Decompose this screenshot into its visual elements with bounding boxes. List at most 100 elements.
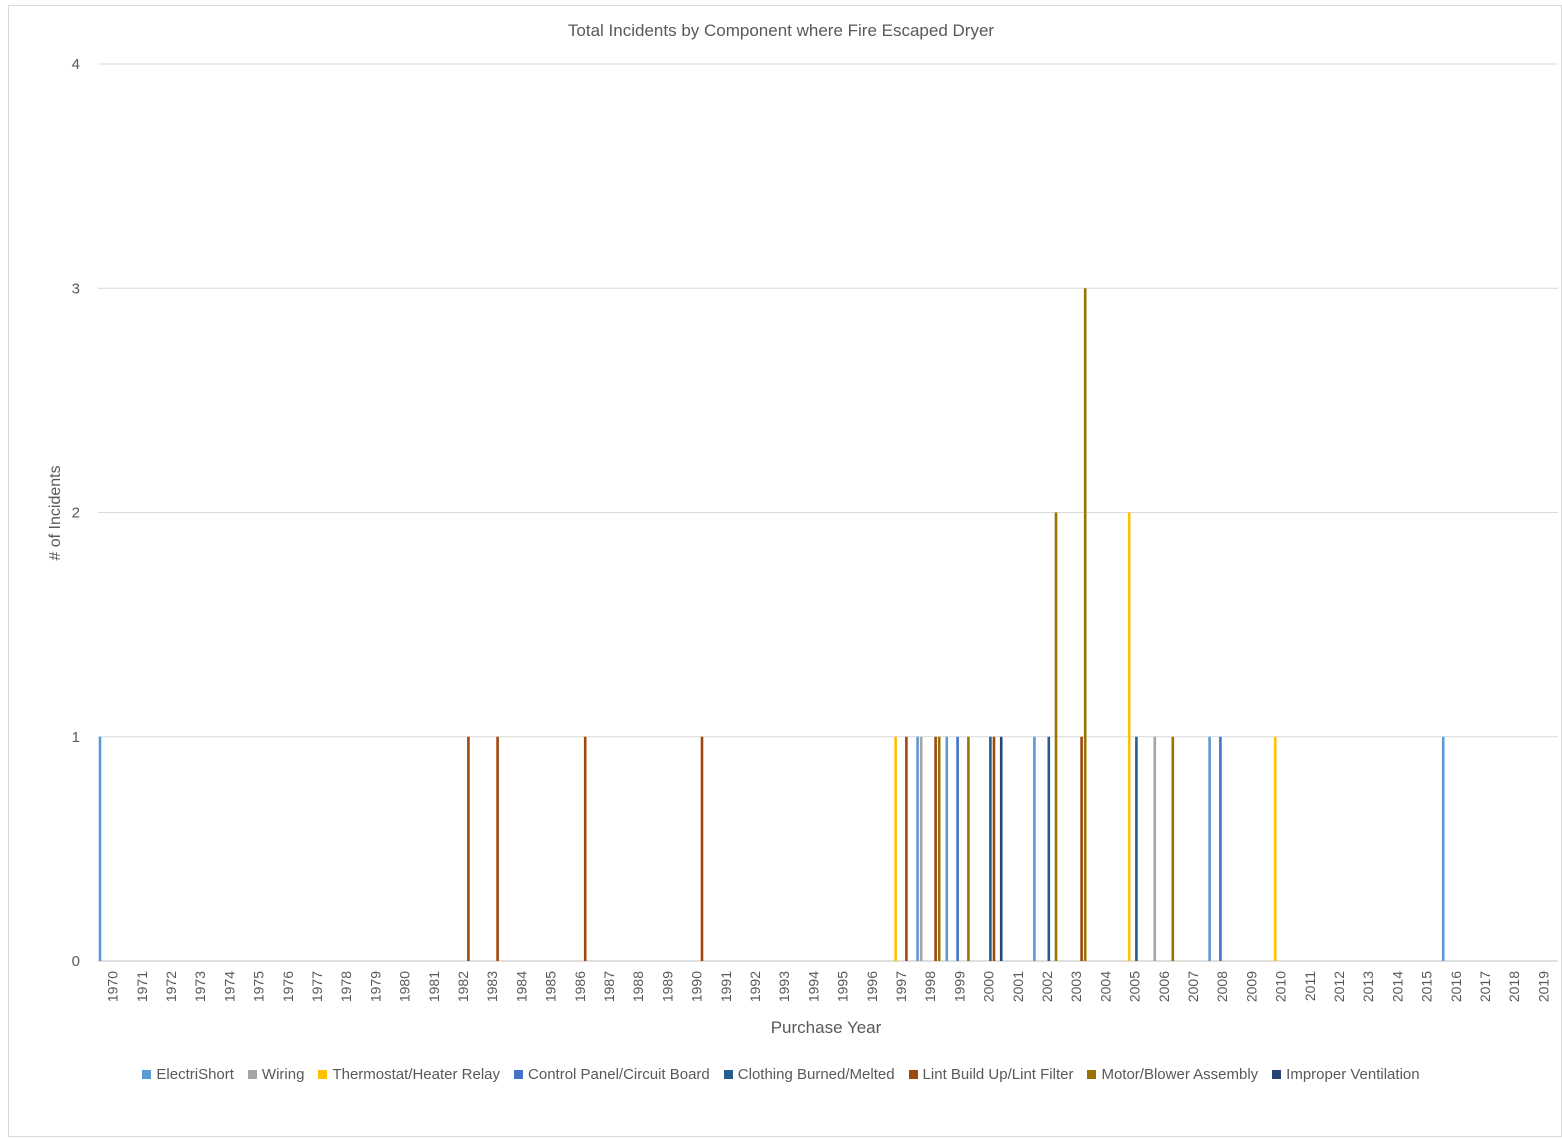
x-tick-label: 2019 — [1535, 971, 1551, 1002]
x-tick-label: 1976 — [280, 971, 296, 1002]
bar — [1033, 736, 1036, 961]
bar — [1219, 736, 1222, 961]
x-tick-label: 1983 — [484, 971, 500, 1002]
bar — [1135, 736, 1138, 961]
x-tick-label: 1973 — [192, 971, 208, 1002]
legend-label: Lint Build Up/Lint Filter — [922, 1066, 1074, 1083]
legend-item: ElectriShort — [142, 1066, 234, 1083]
y-tick-label: 1 — [72, 729, 80, 746]
bar — [467, 736, 470, 961]
chart-frame — [8, 5, 1562, 1137]
x-tick-label: 2006 — [1156, 971, 1172, 1002]
x-tick-label: 1988 — [630, 971, 646, 1002]
x-tick-label: 2007 — [1185, 971, 1201, 1002]
bar — [1080, 736, 1083, 961]
y-tick-label: 4 — [72, 56, 80, 73]
legend-swatch — [318, 1070, 328, 1079]
x-tick-label: 1995 — [835, 971, 851, 1002]
legend-swatch — [723, 1070, 733, 1079]
x-tick-label: 1977 — [309, 971, 325, 1002]
legend-swatch — [1087, 1070, 1097, 1079]
x-tick-label: 2005 — [1127, 971, 1143, 1002]
x-tick-label: 2014 — [1389, 971, 1405, 1002]
bar — [999, 736, 1003, 961]
x-tick-label: 2016 — [1448, 971, 1464, 1002]
legend-swatch — [142, 1070, 152, 1079]
legend-item: Wiring — [247, 1066, 305, 1083]
x-tick-label: 2012 — [1331, 971, 1347, 1002]
x-tick-label: 1984 — [513, 971, 529, 1002]
bar — [967, 736, 970, 961]
legend-label: ElectriShort — [156, 1066, 234, 1083]
bar — [496, 736, 499, 961]
bar — [700, 736, 704, 961]
x-tick-label: 2004 — [1097, 971, 1113, 1002]
x-tick-label: 1972 — [163, 971, 179, 1002]
bar — [934, 736, 937, 961]
x-tick-label: 1996 — [864, 971, 880, 1002]
x-tick-label: 2002 — [1039, 971, 1055, 1002]
legend-item: Lint Build Up/Lint Filter — [908, 1066, 1074, 1083]
legend-label: Thermostat/Heater Relay — [332, 1066, 501, 1083]
legend-swatch — [514, 1070, 524, 1079]
legend-swatch — [247, 1070, 257, 1079]
x-tick-label: 2015 — [1419, 971, 1435, 1002]
y-tick-label: 2 — [72, 505, 80, 522]
x-tick-label: 1999 — [951, 971, 967, 1002]
x-tick-label: 1978 — [338, 971, 354, 1002]
legend-label: Clothing Burned/Melted — [737, 1066, 895, 1083]
bar — [919, 736, 923, 961]
x-tick-label: 1981 — [426, 971, 442, 1002]
x-tick-label: 2008 — [1214, 971, 1230, 1002]
legend-swatch — [1272, 1070, 1282, 1079]
bar — [1083, 288, 1087, 961]
x-tick-label: 1994 — [805, 971, 821, 1002]
legend: ElectriShort Wiring Thermostat/Heater Rela… — [0, 1066, 1562, 1083]
x-tick-label: 1979 — [367, 971, 383, 1002]
x-tick-label: 1985 — [543, 971, 559, 1002]
bar — [956, 736, 959, 961]
legend-label: Wiring — [261, 1066, 305, 1083]
y-tick-label: 0 — [72, 953, 80, 970]
x-tick-label: 1980 — [397, 971, 413, 1002]
x-tick-label: 1993 — [776, 971, 792, 1002]
bar — [1047, 736, 1051, 961]
x-tick-label: 1991 — [718, 971, 734, 1002]
x-tick-label: 2003 — [1068, 971, 1084, 1002]
bar — [1441, 736, 1445, 961]
x-tick-label: 1971 — [134, 971, 150, 1002]
bar — [989, 736, 992, 961]
bar — [1153, 736, 1157, 961]
bar — [1054, 512, 1058, 961]
bar — [1127, 512, 1131, 961]
x-tick-label: 1975 — [251, 971, 267, 1002]
bar — [1171, 736, 1175, 961]
legend-item: Control Panel/Circuit Board — [514, 1066, 710, 1083]
bar — [945, 736, 949, 961]
x-tick-label: 1970 — [105, 971, 121, 1002]
bar — [98, 736, 102, 961]
x-tick-label: 1987 — [601, 971, 617, 1002]
x-tick-label: 2010 — [1273, 971, 1289, 1002]
x-tick-label: 1998 — [922, 971, 938, 1002]
x-tick-label: 1986 — [572, 971, 588, 1002]
x-tick-label: 1982 — [455, 971, 471, 1002]
legend-item: Improper Ventilation — [1272, 1066, 1420, 1083]
x-tick-label: 2018 — [1506, 971, 1522, 1002]
legend-label: Improper Ventilation — [1286, 1066, 1420, 1083]
legend-swatch — [908, 1070, 918, 1079]
bar — [1273, 736, 1277, 961]
legend-item: Clothing Burned/Melted — [723, 1066, 895, 1083]
y-tick-label: 3 — [72, 280, 80, 297]
x-tick-label: 1990 — [689, 971, 705, 1002]
x-tick-label: 1989 — [659, 971, 675, 1002]
legend-item: Thermostat/Heater Relay — [318, 1066, 500, 1083]
bar — [937, 736, 941, 961]
x-tick-label: 1974 — [221, 971, 237, 1002]
x-tick-label: 2009 — [1243, 971, 1259, 1002]
legend-item: Motor/Blower Assembly — [1087, 1066, 1258, 1083]
bar — [583, 736, 587, 961]
x-tick-label: 2017 — [1477, 971, 1493, 1002]
x-tick-label: 2011 — [1302, 971, 1318, 1001]
